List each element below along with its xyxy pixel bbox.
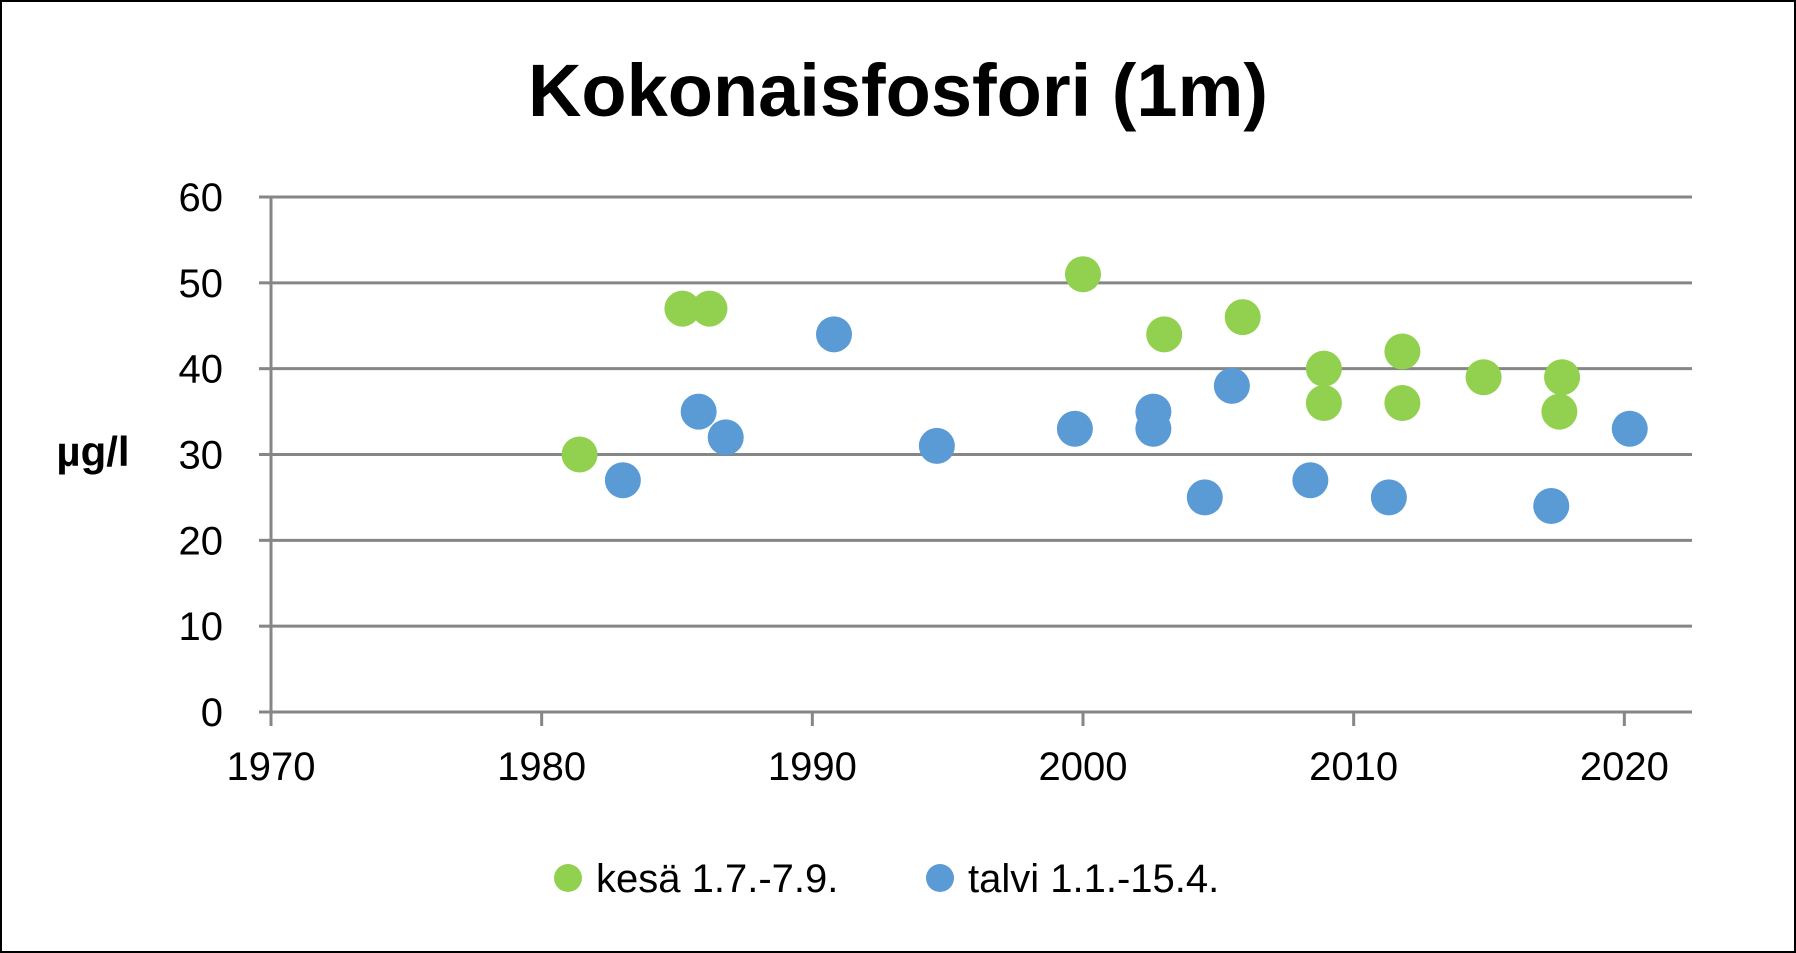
data-point-series1-5 (1056, 410, 1093, 447)
data-point-series1-7 (1135, 410, 1172, 447)
data-point-series1-2 (707, 419, 744, 456)
data-point-series0-4 (1146, 316, 1183, 353)
y-tick-labels: 0 10 20 30 40 50 60 (179, 176, 224, 735)
data-point-series1-4 (918, 427, 955, 464)
legend: kesä 1.7.-7.9. talvi 1.1.-15.4. (554, 857, 1219, 901)
data-point-series1-11 (1370, 479, 1407, 516)
data-point-series0-7 (1305, 385, 1342, 421)
y-tick-label-50: 50 (179, 262, 224, 306)
data-point-series1-10 (1292, 462, 1329, 499)
y-tick-label-20: 20 (179, 519, 224, 563)
data-points (561, 256, 1648, 524)
data-point-series0-3 (1065, 256, 1101, 293)
x-tick-label-2000: 2000 (1039, 745, 1128, 789)
y-tick-label-30: 30 (179, 434, 224, 478)
data-point-series0-10 (1465, 359, 1502, 396)
y-axis-label: µg/l (56, 428, 129, 475)
x-tick-label-2020: 2020 (1580, 745, 1669, 789)
x-tick-label-1990: 1990 (768, 745, 857, 789)
y-tick-label-0: 0 (201, 691, 223, 735)
data-point-series0-8 (1384, 333, 1421, 370)
x-tick-label-1970: 1970 (227, 745, 316, 789)
data-point-series1-8 (1186, 479, 1223, 516)
legend-label-talvi: talvi 1.1.-15.4. (968, 857, 1219, 901)
chart-title: Kokonaisfosfori (1m) (528, 49, 1268, 132)
data-point-series1-13 (1611, 410, 1648, 447)
axes (259, 195, 1692, 726)
data-point-series0-6 (1305, 350, 1342, 387)
legend-label-kesa: kesä 1.7.-7.9. (596, 857, 838, 901)
data-point-series0-0 (561, 436, 598, 473)
data-point-series0-5 (1224, 299, 1261, 336)
data-point-series1-9 (1213, 367, 1250, 404)
legend-marker-kesa (554, 864, 582, 892)
legend-item-talvi: talvi 1.1.-15.4. (926, 857, 1219, 901)
data-point-series0-2 (691, 290, 728, 327)
data-point-series0-9 (1384, 385, 1421, 421)
y-tick-label-10: 10 (179, 605, 224, 649)
gridlines (271, 195, 1692, 628)
y-tick-label-60: 60 (179, 176, 224, 220)
data-point-series1-3 (815, 316, 852, 353)
x-tick-labels: 1970 1980 1990 2000 2010 2020 (227, 745, 1669, 789)
x-tick-label-2010: 2010 (1309, 745, 1398, 789)
legend-marker-talvi (926, 864, 954, 892)
data-point-series1-1 (680, 393, 717, 430)
data-point-series0-1 (664, 290, 701, 327)
data-point-series0-11 (1544, 359, 1581, 396)
legend-item-kesa: kesä 1.7.-7.9. (554, 857, 838, 901)
y-tick-label-40: 40 (179, 348, 224, 392)
data-point-series1-0 (604, 462, 641, 499)
x-tick-label-1980: 1980 (497, 745, 586, 789)
data-point-series1-12 (1533, 488, 1570, 524)
data-point-series0-12 (1541, 393, 1578, 430)
